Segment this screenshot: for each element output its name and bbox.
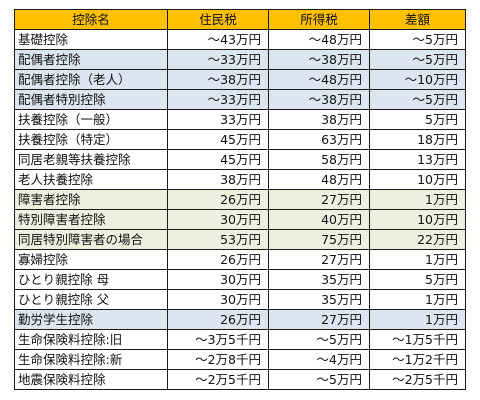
cell-resident-tax: 38万円 [167, 169, 269, 190]
cell-difference: ～5万円 [369, 49, 466, 70]
cell-difference: 10万円 [369, 209, 466, 230]
table-row: ひとり親控除 父 30万円 35万円 1万円 [14, 289, 466, 310]
table-row: 配偶者控除 ～33万円 ～38万円 ～5万円 [14, 49, 466, 70]
cell-income-tax: 35万円 [268, 289, 370, 310]
table-row: 配偶者控除（老人） ～38万円 ～48万円 ～10万円 [14, 69, 466, 90]
cell-resident-tax: 30万円 [167, 209, 269, 230]
table-row: 勤労学生控除 26万円 27万円 1万円 [14, 309, 466, 330]
cell-deduction-name: 配偶者控除（老人） [14, 69, 168, 90]
cell-resident-tax: ～2万8千円 [167, 349, 269, 370]
table-row: 扶養控除（特定） 45万円 63万円 18万円 [14, 129, 466, 150]
cell-income-tax: 27万円 [268, 309, 370, 330]
cell-deduction-name: 地震保険料控除 [14, 369, 168, 390]
cell-difference: 5万円 [369, 269, 466, 290]
cell-resident-tax: ～3万5千円 [167, 329, 269, 350]
cell-resident-tax: ～33万円 [167, 49, 269, 70]
cell-deduction-name: 生命保険料控除:新 [14, 349, 168, 370]
cell-deduction-name: 同居老親等扶養控除 [14, 149, 168, 170]
cell-resident-tax: 26万円 [167, 309, 269, 330]
cell-income-tax: ～38万円 [268, 89, 370, 110]
cell-resident-tax: ～38万円 [167, 69, 269, 90]
cell-deduction-name: 扶養控除（一般） [14, 109, 168, 130]
cell-income-tax: ～5万円 [268, 369, 370, 390]
table-row: 特別障害者控除 30万円 40万円 10万円 [14, 209, 466, 230]
table-row: 寡婦控除 26万円 27万円 1万円 [14, 249, 466, 270]
cell-deduction-name: 配偶者控除 [14, 49, 168, 70]
cell-income-tax: ～48万円 [268, 29, 370, 50]
cell-difference: 1万円 [369, 289, 466, 310]
header-deduction-name: 控除名 [14, 9, 168, 30]
table-row: 生命保険料控除:新 ～2万8千円 ～4万円 ～1万2千円 [14, 349, 466, 370]
cell-deduction-name: 生命保険料控除:旧 [14, 329, 168, 350]
table-header-row: 控除名 住民税 所得税 差額 [14, 9, 466, 30]
cell-resident-tax: ～2万5千円 [167, 369, 269, 390]
cell-income-tax: 75万円 [268, 229, 370, 250]
cell-deduction-name: 基礎控除 [14, 29, 168, 50]
cell-income-tax: 27万円 [268, 249, 370, 270]
header-difference: 差額 [369, 9, 466, 30]
table-row: 同居特別障害者の場合 53万円 75万円 22万円 [14, 229, 466, 250]
cell-income-tax: 40万円 [268, 209, 370, 230]
cell-income-tax: ～48万円 [268, 69, 370, 90]
cell-income-tax: 58万円 [268, 149, 370, 170]
cell-difference: 22万円 [369, 229, 466, 250]
cell-income-tax: ～4万円 [268, 349, 370, 370]
cell-deduction-name: 寡婦控除 [14, 249, 168, 270]
cell-resident-tax: 45万円 [167, 149, 269, 170]
cell-resident-tax: 33万円 [167, 109, 269, 130]
table-row: 配偶者特別控除 ～33万円 ～38万円 ～5万円 [14, 89, 466, 110]
cell-difference: 1万円 [369, 309, 466, 330]
cell-income-tax: 48万円 [268, 169, 370, 190]
cell-resident-tax: ～43万円 [167, 29, 269, 50]
table-row: 障害者控除 26万円 27万円 1万円 [14, 189, 466, 210]
table-row: 基礎控除 ～43万円 ～48万円 ～5万円 [14, 29, 466, 50]
table-row: 同居老親等扶養控除 45万円 58万円 13万円 [14, 149, 466, 170]
cell-difference: 1万円 [369, 249, 466, 270]
cell-income-tax: 63万円 [268, 129, 370, 150]
cell-deduction-name: 障害者控除 [14, 189, 168, 210]
deduction-table-container: 控除名 住民税 所得税 差額 基礎控除 ～43万円 ～48万円 ～5万円 配偶者控除 ～3… [14, 9, 466, 390]
table-row: 生命保険料控除:旧 ～3万5千円 ～5万円 ～1万5千円 [14, 329, 466, 350]
cell-income-tax: 27万円 [268, 189, 370, 210]
cell-difference: 13万円 [369, 149, 466, 170]
cell-resident-tax: ～33万円 [167, 89, 269, 110]
cell-deduction-name: 同居特別障害者の場合 [14, 229, 168, 250]
cell-deduction-name: 老人扶養控除 [14, 169, 168, 190]
header-resident-tax: 住民税 [167, 9, 269, 30]
cell-deduction-name: 扶養控除（特定） [14, 129, 168, 150]
cell-resident-tax: 26万円 [167, 189, 269, 210]
cell-resident-tax: 30万円 [167, 289, 269, 310]
cell-income-tax: 35万円 [268, 269, 370, 290]
cell-income-tax: ～38万円 [268, 49, 370, 70]
cell-resident-tax: 26万円 [167, 249, 269, 270]
cell-difference: 5万円 [369, 109, 466, 130]
cell-deduction-name: 勤労学生控除 [14, 309, 168, 330]
cell-deduction-name: ひとり親控除 父 [14, 289, 168, 310]
table-row: 扶養控除（一般） 33万円 38万円 5万円 [14, 109, 466, 130]
cell-deduction-name: 特別障害者控除 [14, 209, 168, 230]
deduction-comparison-table: 控除名 住民税 所得税 差額 基礎控除 ～43万円 ～48万円 ～5万円 配偶者控除 ～3… [14, 9, 466, 390]
cell-difference: ～1万5千円 [369, 329, 466, 350]
table-row: ひとり親控除 母 30万円 35万円 5万円 [14, 269, 466, 290]
cell-difference: ～10万円 [369, 69, 466, 90]
cell-difference: ～5万円 [369, 29, 466, 50]
cell-difference: ～2万5千円 [369, 369, 466, 390]
cell-resident-tax: 53万円 [167, 229, 269, 250]
cell-resident-tax: 45万円 [167, 129, 269, 150]
cell-difference: ～5万円 [369, 89, 466, 110]
cell-income-tax: 38万円 [268, 109, 370, 130]
table-row: 老人扶養控除 38万円 48万円 10万円 [14, 169, 466, 190]
header-income-tax: 所得税 [268, 9, 370, 30]
cell-difference: 18万円 [369, 129, 466, 150]
cell-difference: ～1万2千円 [369, 349, 466, 370]
cell-income-tax: ～5万円 [268, 329, 370, 350]
table-row: 地震保険料控除 ～2万5千円 ～5万円 ～2万5千円 [14, 369, 466, 390]
cell-deduction-name: ひとり親控除 母 [14, 269, 168, 290]
cell-difference: 1万円 [369, 189, 466, 210]
cell-resident-tax: 30万円 [167, 269, 269, 290]
table-body: 基礎控除 ～43万円 ～48万円 ～5万円 配偶者控除 ～33万円 ～38万円 ～5万円 配偶者… [14, 29, 466, 390]
cell-difference: 10万円 [369, 169, 466, 190]
cell-deduction-name: 配偶者特別控除 [14, 89, 168, 110]
